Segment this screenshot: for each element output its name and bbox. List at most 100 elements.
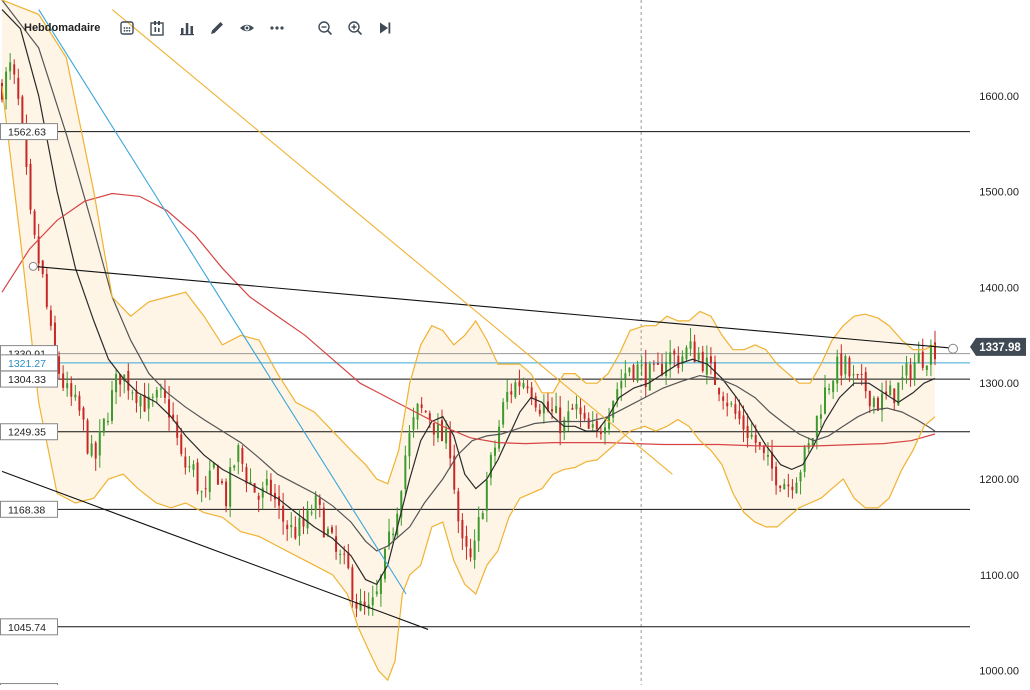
candle-body (502, 402, 505, 425)
draw-icon[interactable] (206, 17, 228, 39)
candle-body (860, 373, 863, 375)
candle-body (269, 479, 272, 495)
candle-body (624, 373, 627, 379)
zoom-in-icon[interactable] (344, 17, 366, 39)
candle-body (375, 591, 378, 595)
candle-body (143, 394, 146, 412)
candle-body (278, 496, 281, 506)
zoom-out-icon[interactable] (314, 17, 336, 39)
candle-body (265, 479, 268, 486)
candle-body (396, 513, 399, 536)
candle-body (282, 505, 285, 522)
level-label-text: 1249.35 (8, 427, 46, 439)
trendline[interactable] (38, 9, 407, 595)
candle-body (587, 418, 590, 429)
level-label-text: 1304.33 (8, 374, 46, 386)
candle-body (261, 487, 264, 498)
candle-body (441, 420, 444, 442)
candle-body (74, 394, 77, 398)
current-price-tag: 1337.98 (970, 337, 1026, 356)
candle-body (836, 356, 839, 384)
candle-body (811, 438, 814, 446)
play-icon[interactable] (374, 17, 396, 39)
y-tick-label: 1500.00 (979, 187, 1019, 199)
candle-body (889, 385, 892, 396)
candle-body (701, 351, 704, 372)
y-tick-label: 1400.00 (979, 282, 1019, 294)
candle-body (803, 447, 806, 472)
candle-body (758, 441, 761, 446)
candle-body (45, 273, 48, 307)
y-tick-label: 1600.00 (979, 91, 1019, 103)
candle-body (172, 414, 175, 419)
candle-body (514, 382, 517, 398)
candle-body (697, 352, 700, 360)
chart-toolbar: Hebdomadaire (0, 12, 400, 44)
candle-body (799, 472, 802, 482)
candle-body (864, 372, 867, 392)
trendline[interactable] (1, 470, 429, 630)
moving-average-long-line (1, 192, 936, 447)
band-upper-line (1, 0, 936, 485)
candle-body (819, 414, 822, 419)
visibility-icon[interactable] (236, 17, 258, 39)
candle-body (355, 602, 358, 609)
current-price-text: 1337.98 (979, 342, 1021, 354)
candle-body (856, 373, 859, 376)
candle-body (522, 383, 525, 388)
level-label-text: 1045.74 (8, 622, 46, 634)
trendline[interactable] (33, 265, 954, 349)
chart-style-icon[interactable] (116, 17, 138, 39)
candle-body (872, 397, 875, 408)
candle-body (432, 422, 435, 435)
candle-body (526, 386, 529, 389)
candles-icon[interactable] (146, 17, 168, 39)
candle-body (86, 420, 89, 454)
candle-body (208, 470, 211, 493)
trendline[interactable] (111, 9, 673, 475)
y-tick-label: 1200.00 (979, 474, 1019, 486)
more-icon[interactable] (266, 17, 288, 39)
candle-body (648, 363, 651, 391)
candle-body (823, 387, 826, 414)
candle-body (530, 387, 533, 399)
candle-body (771, 452, 774, 469)
candle-body (754, 434, 757, 443)
candle-body (885, 391, 888, 395)
candle-body (359, 600, 362, 611)
candle-body (82, 407, 85, 420)
candle-body (881, 393, 884, 411)
candle-body (17, 77, 20, 99)
candle-body (62, 373, 65, 388)
candle-body (233, 465, 236, 468)
candle-body (693, 341, 696, 363)
candle-body (257, 495, 260, 500)
candle-body (929, 344, 932, 365)
candle-body (318, 498, 321, 505)
candle-body (546, 401, 549, 411)
candle-body (188, 466, 191, 468)
level-label-text: 1168.38 (8, 504, 45, 516)
candle-body (135, 390, 138, 403)
level-label: 1168.38 (0, 500, 58, 518)
candle-body (868, 390, 871, 407)
candle-body (184, 456, 187, 468)
candle-body (196, 462, 199, 492)
y-tick-label: 1300.00 (979, 378, 1019, 390)
candle-body (388, 531, 391, 547)
candle-body (192, 464, 195, 470)
candle-body (229, 467, 232, 507)
candle-body (640, 364, 643, 366)
candle-body (665, 361, 668, 377)
trendline-anchor-handle[interactable] (948, 343, 958, 354)
trendline-anchor-handle[interactable] (28, 261, 38, 271)
candle-body (917, 352, 920, 364)
candle-body (404, 455, 407, 489)
candle-body (290, 524, 293, 528)
indicators-icon[interactable] (176, 17, 198, 39)
candle-body (669, 352, 672, 365)
period-selector[interactable]: Hebdomadaire (24, 22, 101, 34)
candle-body (221, 481, 224, 484)
